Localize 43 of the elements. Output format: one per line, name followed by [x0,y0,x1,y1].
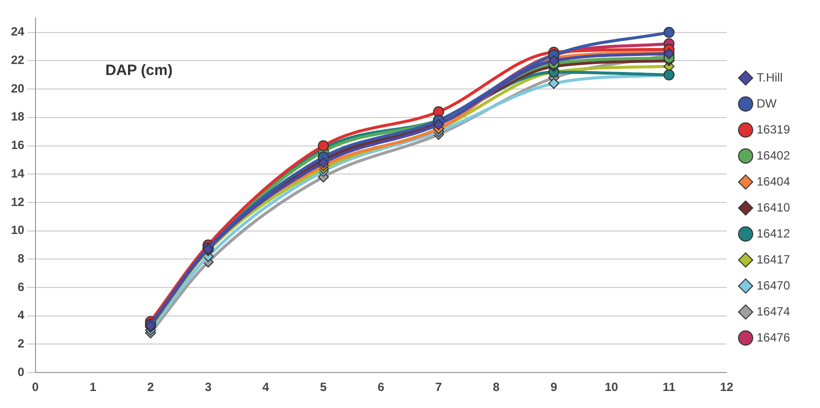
legend-label: 16410 [756,200,790,214]
y-tick-label: 12 [10,194,25,209]
legend-label: 16474 [756,304,790,318]
legend-label: 16402 [756,148,790,162]
x-tick-label: 6 [378,380,385,394]
y-tick-label: 6 [18,280,25,294]
x-tick-label: 11 [662,380,676,394]
x-tick-label: 5 [320,380,328,394]
legend-label: 16476 [756,330,790,344]
y-tick-label: 16 [10,138,25,152]
legend-label: 16319 [756,122,790,136]
point [318,157,329,168]
point [318,140,329,152]
y-tick-label: 8 [18,252,25,266]
y-tick-label: 18 [10,110,25,124]
x-tick-label: 3 [204,380,212,394]
legend-label: DW [756,96,778,110]
x-tick-label: 9 [550,380,558,394]
point [548,78,560,89]
legend-label: T.Hill [756,70,783,84]
y-tick-label: 2 [18,336,25,351]
legend-label: 16417 [756,252,790,266]
y-tick-label: 4 [18,308,25,322]
y-tick-label: 14 [10,166,25,180]
x-tick-label: 4 [262,380,270,394]
point [548,55,560,66]
point [664,26,675,38]
y-tick-label: 24 [10,24,25,39]
x-tick-label: 2 [147,380,154,394]
y-tick-label: 0 [18,364,25,379]
x-tick-label: 0 [32,380,40,394]
legend-label: 16412 [756,226,790,240]
y-tick-label: 10 [10,223,25,238]
x-tick-label: 1 [90,380,97,394]
legend-label: 16470 [756,278,790,292]
x-tick-label: 12 [720,380,734,394]
y-tick-label: 22 [10,53,25,68]
y-tick-label: 20 [10,81,25,96]
x-tick-label: 7 [435,380,442,394]
x-tick-label: 10 [604,380,618,394]
x-tick-label: 8 [492,380,500,394]
legend-label: 16404 [756,174,790,188]
annotation: DAP (cm) [105,62,173,79]
